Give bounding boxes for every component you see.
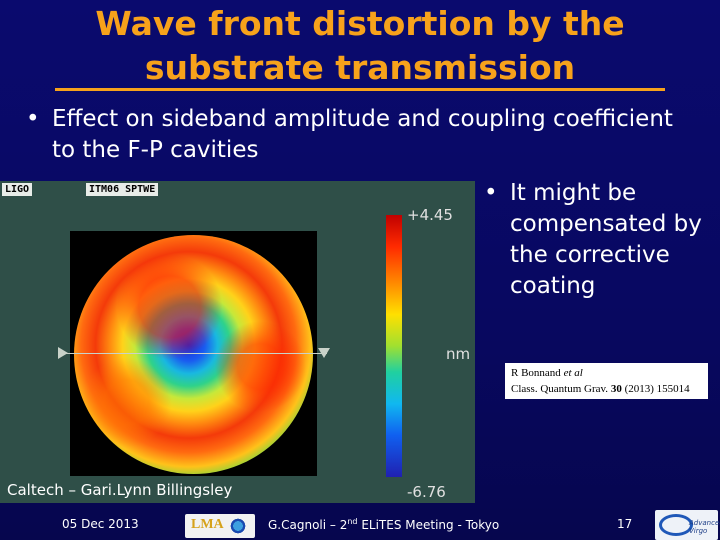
colorbar xyxy=(386,215,402,477)
title-underline xyxy=(55,88,665,91)
reference-journal: Class. Quantum Grav. 30 (2013) 155014 xyxy=(511,383,690,395)
advanced-virgo-logo: Advanced Virgo xyxy=(655,510,720,540)
colorbar-max-label: +4.45 xyxy=(407,206,453,224)
reference-citation: R Bonnand et al Class. Quantum Grav. 30 … xyxy=(505,363,708,399)
bullet-main: • Effect on sideband amplitude and coupl… xyxy=(26,104,686,166)
title-line-1: Wave front distortion by the xyxy=(95,4,625,43)
colorbar-unit-label: nm xyxy=(446,345,471,363)
virgo-logo-text: Advanced Virgo xyxy=(689,519,720,535)
title-line-2: substrate transmission xyxy=(144,48,576,87)
bullet-side: • It might be compensated by the correct… xyxy=(484,178,714,302)
colorbar-min-label: -6.76 xyxy=(407,483,446,501)
triangle-down-icon xyxy=(318,348,330,358)
bullet-side-text: It might be compensated by the correctiv… xyxy=(510,180,702,299)
lma-logo: LMA xyxy=(185,514,255,538)
map-tag-label: ITM06 SPTWE xyxy=(86,183,159,196)
footer-date: 05 Dec 2013 xyxy=(62,517,139,531)
virgo-ring-icon xyxy=(659,514,693,536)
slide-title: Wave front distortion by the substrate t… xyxy=(0,2,720,90)
page-number: 17 xyxy=(617,517,633,531)
map-crosshair-line xyxy=(62,353,327,354)
wavefront-disk xyxy=(74,235,313,474)
footer-presenter: G.Cagnoli – 2nd ELiTES Meeting - Tokyo xyxy=(268,517,500,532)
map-logo-label: LIGO xyxy=(2,183,33,196)
triangle-left-icon xyxy=(58,347,68,359)
bullet-dot: • xyxy=(26,106,40,132)
lma-swirl-icon xyxy=(229,518,247,534)
map-credit: Caltech – Gari.Lynn Billingsley xyxy=(7,481,233,499)
bullet-dot-side: • xyxy=(484,180,498,206)
bullet-main-text: Effect on sideband amplitude and couplin… xyxy=(52,106,673,163)
reference-author: R Bonnand et al xyxy=(511,367,583,379)
lma-logo-text: LMA xyxy=(191,517,224,532)
wavefront-map-panel: LIGO ITM06 SPTWE xyxy=(0,181,475,503)
